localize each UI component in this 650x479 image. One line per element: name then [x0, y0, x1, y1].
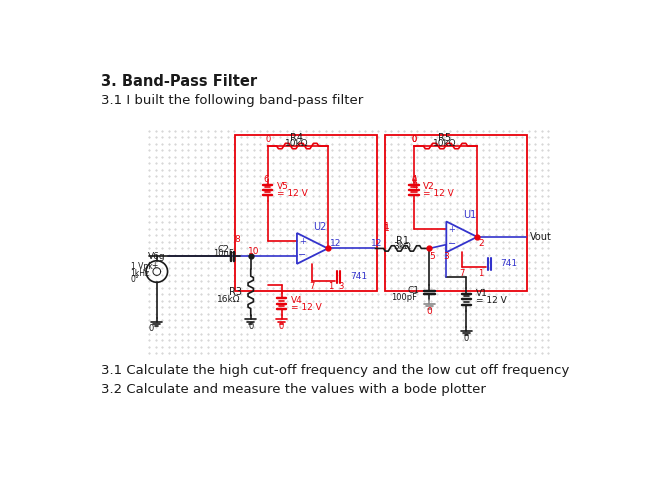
Text: 1: 1 — [328, 282, 333, 291]
Text: 12: 12 — [371, 239, 383, 248]
Text: +: + — [299, 237, 305, 246]
Text: = 12 V: = 12 V — [476, 297, 506, 305]
Text: 0: 0 — [411, 176, 417, 185]
Text: R1: R1 — [396, 236, 409, 246]
Text: 0: 0 — [248, 322, 254, 331]
Text: 12: 12 — [330, 239, 341, 248]
Text: 5: 5 — [429, 251, 435, 261]
Text: 3kΩ: 3kΩ — [393, 241, 411, 251]
Text: R4: R4 — [291, 133, 304, 143]
Text: V1: V1 — [476, 289, 488, 298]
Text: 6: 6 — [263, 175, 269, 183]
Text: 7: 7 — [309, 282, 315, 291]
Text: = 12 V: = 12 V — [423, 189, 454, 197]
Text: 1: 1 — [478, 269, 484, 277]
Text: −: − — [298, 251, 306, 261]
Text: 3: 3 — [338, 282, 343, 291]
Text: 4: 4 — [413, 182, 418, 191]
Text: +: + — [448, 226, 455, 234]
Text: 0: 0 — [411, 136, 417, 144]
Text: 0: 0 — [411, 136, 417, 144]
Text: C1: C1 — [408, 286, 419, 295]
Text: Vout: Vout — [530, 232, 551, 242]
Text: R5: R5 — [438, 133, 451, 143]
Text: 3.2 Calculate and measure the values with a bode plotter: 3.2 Calculate and measure the values wit… — [101, 383, 486, 396]
Text: V4: V4 — [291, 297, 302, 305]
Text: 10kΩ: 10kΩ — [285, 139, 309, 148]
Text: U1: U1 — [463, 210, 476, 220]
Text: 1: 1 — [384, 222, 390, 231]
Text: 7: 7 — [459, 269, 464, 277]
Text: = 12 V: = 12 V — [277, 189, 307, 197]
Text: V6g: V6g — [148, 251, 166, 261]
Text: 100pF: 100pF — [391, 293, 417, 302]
Text: U2: U2 — [313, 222, 327, 232]
Text: 3.1 Calculate the high cut-off frequency and the low cut off frequency: 3.1 Calculate the high cut-off frequency… — [101, 364, 569, 377]
Text: 741: 741 — [350, 272, 367, 281]
Text: 0: 0 — [265, 136, 270, 144]
Text: 4: 4 — [411, 175, 417, 184]
Text: 16kΩ: 16kΩ — [217, 295, 240, 304]
Text: 0°: 0° — [131, 275, 139, 284]
Text: 10: 10 — [248, 247, 259, 256]
Text: 3. Band-Pass Filter: 3. Band-Pass Filter — [101, 74, 257, 90]
Text: V2: V2 — [423, 182, 435, 191]
Text: 1kHz: 1kHz — [131, 269, 150, 277]
Text: = 12 V: = 12 V — [291, 303, 322, 312]
Bar — [385, 135, 527, 291]
Text: 1: 1 — [384, 224, 390, 233]
Text: 10nF: 10nF — [213, 250, 234, 258]
Text: 3.1 I built the following band-pass filter: 3.1 I built the following band-pass filt… — [101, 94, 363, 107]
Text: 0: 0 — [463, 334, 469, 343]
Text: 2: 2 — [478, 239, 484, 248]
Text: 1 Vpk: 1 Vpk — [131, 262, 152, 272]
Text: 3: 3 — [443, 251, 449, 261]
Text: 10kΩ: 10kΩ — [433, 139, 456, 148]
Text: 0: 0 — [279, 322, 284, 331]
Text: 0: 0 — [426, 307, 432, 316]
Bar — [235, 135, 377, 291]
Text: 0: 0 — [148, 324, 153, 333]
Text: R3: R3 — [229, 287, 242, 297]
Text: C2: C2 — [218, 245, 229, 254]
Text: 741: 741 — [500, 259, 517, 268]
Text: +: + — [151, 261, 158, 270]
Text: −: − — [448, 239, 456, 249]
Text: V5: V5 — [277, 182, 289, 191]
Text: 8: 8 — [234, 236, 240, 244]
